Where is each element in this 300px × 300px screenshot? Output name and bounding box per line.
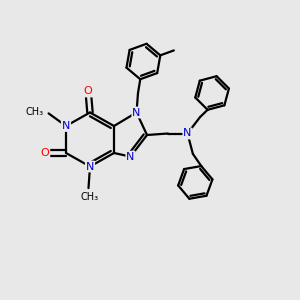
Text: N: N bbox=[86, 161, 94, 172]
Text: O: O bbox=[84, 86, 93, 97]
Text: CH₃: CH₃ bbox=[25, 107, 43, 117]
Text: N: N bbox=[126, 152, 135, 162]
Text: N: N bbox=[62, 121, 70, 131]
Text: CH₃: CH₃ bbox=[80, 192, 98, 202]
Text: O: O bbox=[40, 148, 50, 158]
Text: N: N bbox=[132, 107, 141, 118]
Text: N: N bbox=[183, 128, 192, 139]
